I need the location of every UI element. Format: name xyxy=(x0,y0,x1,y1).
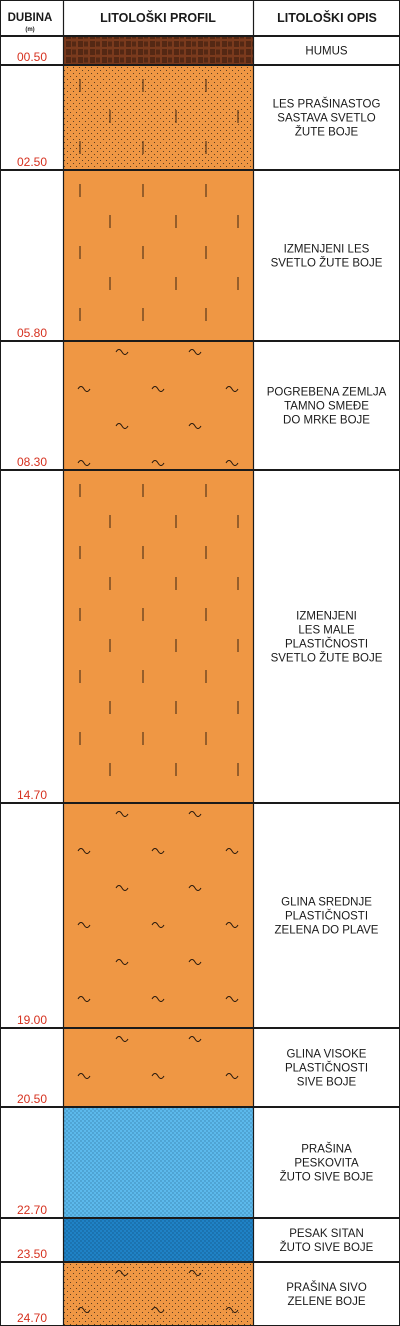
layer-description-line: LES MALE xyxy=(298,625,355,637)
layer-description-line: IZMENJENI LES xyxy=(284,244,370,256)
layer-depth-label: 22.70 xyxy=(17,1203,47,1217)
lithology-wave-mark xyxy=(151,386,165,392)
layer-profile-fill xyxy=(63,36,254,65)
layer-description-line: LES PRAŠINASTOG xyxy=(273,98,381,111)
lithology-wave-mark xyxy=(225,848,239,854)
lithology-wave-mark xyxy=(151,1073,165,1079)
lithology-wave-mark xyxy=(77,1307,91,1313)
lithology-wave-mark xyxy=(115,1270,129,1276)
layer-description-line: SIVE BOJE xyxy=(297,1077,357,1089)
lithology-wave-mark xyxy=(115,423,129,429)
layer-profile-fill xyxy=(63,803,254,1028)
lithology-wave-mark xyxy=(151,1307,165,1313)
layer-depth-label: 24.70 xyxy=(17,1311,47,1325)
lithology-wave-mark xyxy=(225,996,239,1002)
layer-description-line: ZELENA DO PLAVE xyxy=(275,925,379,937)
layer-description-line: ZELENE BOJE xyxy=(288,1296,366,1308)
layer-dot-texture xyxy=(63,1218,254,1262)
layer-description-line: ŽUTO SIVE BOJE xyxy=(280,1241,374,1254)
layer-depth-label: 00.50 xyxy=(17,50,47,64)
lithology-wave-mark xyxy=(225,1073,239,1079)
lithology-wave-mark xyxy=(188,1036,202,1042)
layer-profile-fill xyxy=(63,170,254,341)
layer-description-line: POGREBENA ZEMLJA xyxy=(267,387,387,399)
lithology-wave-mark xyxy=(77,996,91,1002)
layer-dot-texture xyxy=(63,1262,254,1326)
depth-column-title: DUBINA xyxy=(8,12,53,24)
lithology-wave-mark xyxy=(115,349,129,355)
lithology-wave-mark xyxy=(225,1307,239,1313)
layer-description-line: PESAK SITAN xyxy=(289,1228,364,1240)
layers-group: 00.50 HUMUS 02.50 LES PRAŠINASTOG SASTAVA SV… xyxy=(0,36,400,1326)
lithology-wave-mark xyxy=(115,885,129,891)
lithology-wave-mark xyxy=(188,959,202,965)
profile-column-title: LITOLOŠKI PROFIL xyxy=(100,10,216,25)
layer-description-line: TAMNO SMEĐE xyxy=(284,401,369,413)
layer-profile-fill xyxy=(63,1028,254,1107)
layer-description-line: PRAŠINA xyxy=(301,1143,352,1156)
layer-depth-label: 19.00 xyxy=(17,1013,47,1027)
layer-description-line: SVETLO ŽUTE BOJE xyxy=(271,652,383,665)
lithology-wave-mark xyxy=(151,848,165,854)
depth-unit-label: (m) xyxy=(25,27,34,33)
layer-profile-fill xyxy=(63,341,254,470)
layer-depth-label: 20.50 xyxy=(17,1092,47,1106)
layer-depth-label: 02.50 xyxy=(17,155,47,169)
lithology-wave-mark xyxy=(188,811,202,817)
lithology-wave-mark xyxy=(77,1073,91,1079)
layer-description-line: SASTAVA SVETLO xyxy=(277,113,375,125)
lithology-wave-mark xyxy=(77,460,91,466)
lithology-wave-mark xyxy=(188,423,202,429)
layer-description-line: DO MRKE BOJE xyxy=(283,415,370,427)
layer-description-line: PLASTIČNOSTI xyxy=(285,638,368,651)
layer-description-line: GLINA SREDNJE xyxy=(281,897,372,909)
lithology-wave-mark xyxy=(77,848,91,854)
layer-description-line: PESKOVITA xyxy=(294,1158,359,1170)
layer-description-line: GLINA VISOKE xyxy=(287,1049,367,1061)
layer-description-line: ŽUTE BOJE xyxy=(295,126,359,139)
layer-description-line: HUMUS xyxy=(305,46,347,58)
lithology-wave-mark xyxy=(151,922,165,928)
layer-depth-label: 05.80 xyxy=(17,326,47,340)
layer-description-line: ŽUTO SIVE BOJE xyxy=(280,1171,374,1184)
layer-dot-texture xyxy=(63,65,254,170)
lithology-wave-mark xyxy=(188,1270,202,1276)
layer-depth-label: 14.70 xyxy=(17,788,47,802)
header-row xyxy=(0,0,400,36)
lithology-wave-mark xyxy=(151,460,165,466)
lithology-wave-mark xyxy=(115,959,129,965)
layer-profile-fill xyxy=(63,470,254,803)
layer-description-line: PLASTIČNOSTI xyxy=(285,910,368,923)
lithology-wave-mark xyxy=(188,349,202,355)
layer-description-line: PLASTIČNOSTI xyxy=(285,1062,368,1075)
layer-description-line: SVETLO ŽUTE BOJE xyxy=(271,257,383,270)
lithology-wave-mark xyxy=(77,386,91,392)
lithology-wave-mark xyxy=(77,922,91,928)
layer-depth-label: 08.30 xyxy=(17,455,47,469)
layer-dot-texture xyxy=(63,1107,254,1218)
lithology-wave-mark xyxy=(225,386,239,392)
lithology-wave-mark xyxy=(115,1036,129,1042)
layer-depth-label: 23.50 xyxy=(17,1247,47,1261)
lithology-wave-mark xyxy=(188,885,202,891)
lithology-wave-mark xyxy=(225,460,239,466)
layer-description-line: PRAŠINA SIVO xyxy=(286,1281,367,1294)
lithology-wave-mark xyxy=(151,996,165,1002)
lithology-wave-mark xyxy=(115,811,129,817)
layer-description-line: IZMENJENI xyxy=(296,611,357,623)
description-column-title: LITOLOŠKI OPIS xyxy=(277,10,377,25)
lithology-wave-mark xyxy=(225,922,239,928)
